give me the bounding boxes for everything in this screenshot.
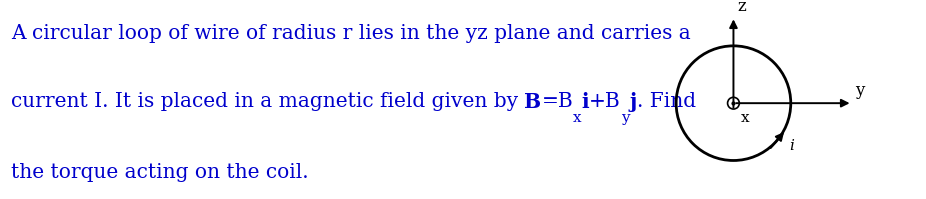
Text: x: x — [741, 110, 749, 125]
Text: i: i — [790, 139, 795, 153]
Text: z: z — [737, 0, 745, 15]
Text: A circular loop of wire of radius r lies in the yz plane and carries a: A circular loop of wire of radius r lies… — [11, 24, 691, 43]
Text: =B: =B — [542, 92, 573, 110]
Text: y: y — [855, 82, 864, 99]
Text: +B: +B — [589, 92, 621, 110]
Text: current I. It is placed in a magnetic field given by: current I. It is placed in a magnetic fi… — [11, 92, 524, 110]
Text: x: x — [573, 111, 582, 125]
Text: i: i — [582, 92, 589, 112]
Text: j: j — [630, 92, 637, 112]
Text: . Find: . Find — [637, 92, 696, 110]
Text: y: y — [621, 111, 630, 125]
Text: B: B — [524, 92, 542, 112]
Text: the torque acting on the coil.: the torque acting on the coil. — [11, 163, 308, 182]
